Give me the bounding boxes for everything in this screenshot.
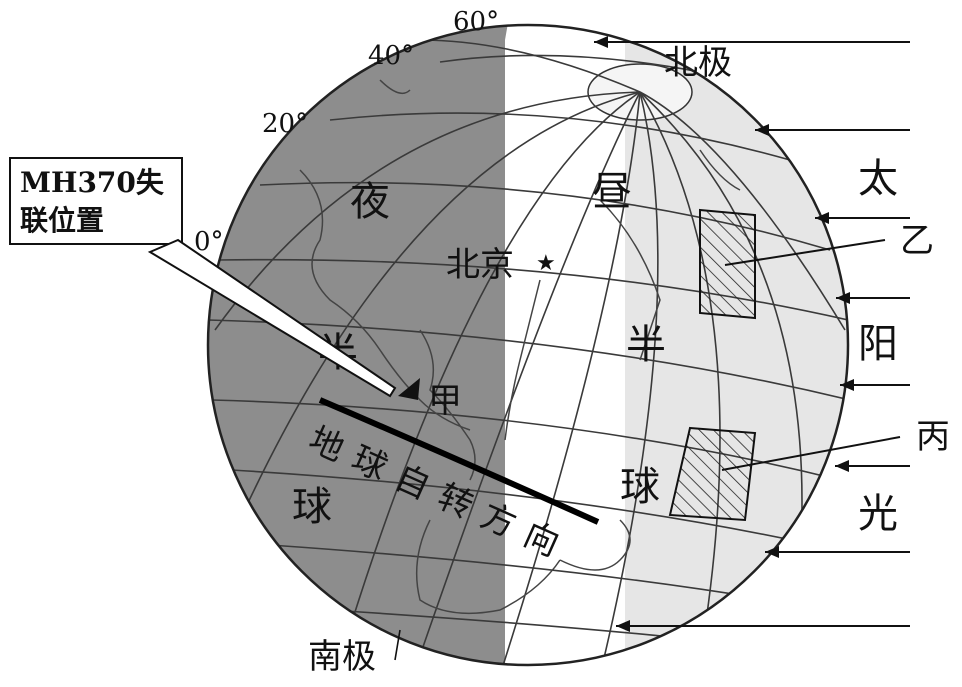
label-beijing: 北京: [446, 245, 514, 285]
sunlight-char-1: 太: [858, 156, 898, 202]
sunlight-rays: [594, 36, 910, 632]
globe-outline: [206, 23, 850, 667]
longitude-lines: [214, 39, 846, 665]
label-lat-40: 40°: [368, 41, 414, 71]
mh370-marker-triangle: [398, 378, 420, 400]
day-char-3: 球: [620, 464, 660, 510]
rotation-direction-line: [318, 397, 600, 525]
mh370-label-line1: MH370失: [20, 166, 165, 199]
region-bing-hatched: [668, 426, 757, 522]
label-jia: 甲: [428, 381, 462, 421]
sunlight-char-2: 阳: [858, 321, 898, 367]
label-south-pole: 南极: [308, 637, 376, 677]
day-bright-zone: [505, 25, 625, 665]
leader-south-pole: [394, 629, 401, 661]
label-bing: 丙: [916, 417, 950, 457]
label-lat-60: 60°: [453, 7, 499, 37]
leader-bing: [721, 436, 901, 471]
mh370-label-line2: 联位置: [20, 204, 104, 237]
coastlines: [299, 79, 741, 615]
day-char-1: 昼: [592, 169, 632, 215]
night-char-1: 夜: [350, 179, 390, 225]
mh370-pointer: [147, 238, 397, 398]
label-lat-0: 0°: [194, 227, 224, 257]
mh370-label-box: [9, 157, 183, 245]
label-yi: 乙: [900, 221, 934, 261]
sunlight-char-3: 光: [858, 491, 898, 537]
label-lat-20: 20°: [262, 109, 308, 139]
night-char-3: 球: [292, 484, 332, 530]
beijing-star-icon: ★: [536, 251, 556, 276]
label-north-pole: 北极: [664, 43, 732, 83]
leader-yi: [724, 239, 886, 266]
day-char-2: 半: [626, 322, 666, 368]
